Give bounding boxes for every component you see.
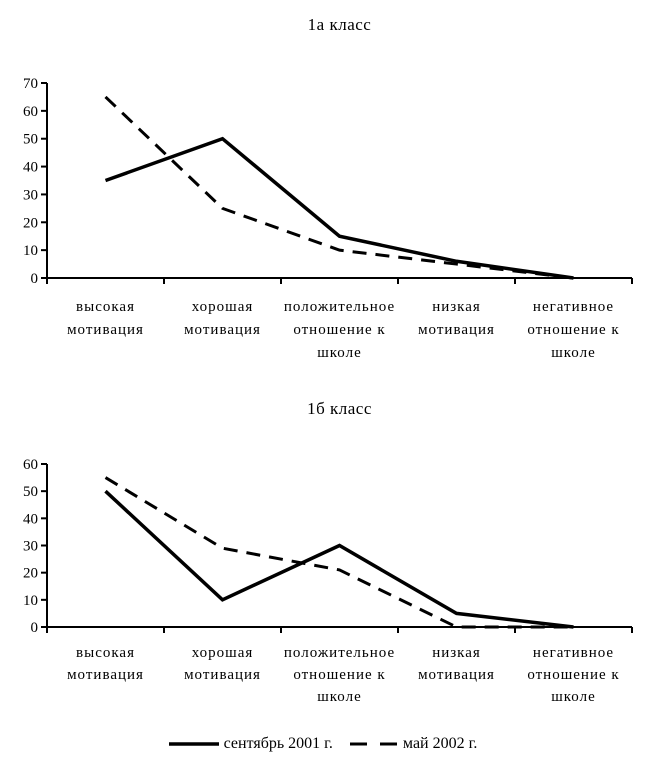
x-category-label: мотивация — [418, 667, 495, 683]
chart-title-1b: 1б класс — [307, 399, 372, 418]
y-tick-label: 30 — [23, 187, 38, 203]
x-category-label: хорошая — [192, 299, 254, 315]
dashed-line-icon — [349, 742, 398, 746]
y-tick-label: 10 — [23, 593, 38, 609]
y-tick-label: 60 — [23, 104, 38, 120]
chart-title-1a: 1а класс — [307, 15, 372, 34]
series-line-september-2001 — [104, 489, 574, 629]
y-tick-label: 20 — [23, 566, 38, 582]
chart-legend: сентябрь 2001 г. май 2002 г. — [0, 733, 645, 755]
y-tick-label: 10 — [23, 243, 38, 259]
line-chart-1b: 0 10 20 30 40 50 60 высокая мотивация хорошая моти… — [23, 457, 633, 705]
y-tick-label: 50 — [23, 132, 38, 148]
x-category-label: школе — [551, 689, 596, 705]
x-category-label: негативное — [533, 645, 614, 661]
x-category-label: мотивация — [418, 322, 495, 338]
x-category-label: положительное — [284, 645, 395, 661]
legend-item-september-2001: сентябрь 2001 г. — [168, 735, 333, 753]
x-category-label: школе — [551, 345, 596, 361]
x-category-label: низкая — [432, 299, 481, 315]
y-tick-label: 30 — [23, 539, 38, 555]
y-tick-label: 60 — [23, 457, 38, 473]
x-category-label: отношение к — [293, 667, 385, 683]
legend-label: май 2002 г. — [402, 735, 478, 752]
x-category-label: мотивация — [67, 322, 144, 338]
x-category-label: отношение к — [293, 322, 385, 338]
x-category-label: негативное — [533, 299, 614, 315]
series-line-september-2001 — [104, 136, 574, 280]
solid-line-icon — [168, 742, 219, 746]
x-category-label: хорошая — [192, 645, 254, 661]
x-category-label: низкая — [432, 645, 481, 661]
x-category-label: школе — [317, 689, 362, 705]
y-tick-label: 40 — [23, 160, 38, 176]
y-tick-label: 50 — [23, 484, 38, 500]
legend-item-may-2002: май 2002 г. — [349, 735, 477, 753]
series-line-may-2002 — [104, 476, 574, 629]
y-tick-label: 0 — [31, 271, 39, 287]
x-category-label: отношение к — [527, 667, 619, 683]
x-category-label: отношение к — [527, 322, 619, 338]
x-category-label: высокая — [76, 299, 135, 315]
y-tick-label: 70 — [23, 76, 38, 92]
legend-label: сентябрь 2001 г. — [223, 735, 333, 752]
x-category-label: положительное — [284, 299, 395, 315]
line-chart-1a: 0 10 20 30 40 50 60 70 высокая мотивация хорошая мо… — [23, 76, 633, 361]
x-category-label: мотивация — [67, 667, 144, 683]
y-tick-label: 20 — [23, 215, 38, 231]
x-category-label: мотивация — [184, 667, 261, 683]
x-category-label: высокая — [76, 645, 135, 661]
series-line-may-2002 — [104, 95, 574, 280]
x-category-label: мотивация — [184, 322, 261, 338]
y-tick-label: 40 — [23, 511, 38, 527]
x-category-label: школе — [317, 345, 362, 361]
y-tick-label: 0 — [31, 620, 39, 636]
